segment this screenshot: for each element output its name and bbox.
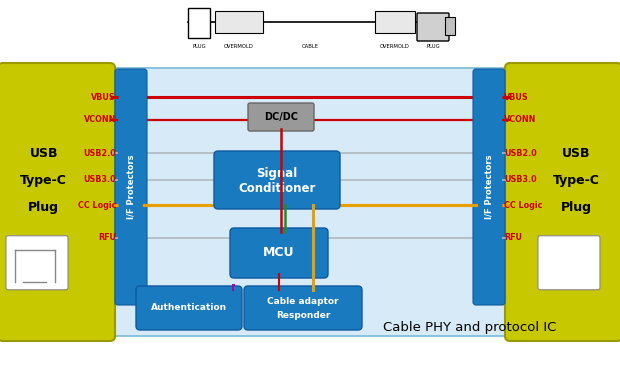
Text: CC Logic: CC Logic: [78, 201, 116, 209]
Text: Plug: Plug: [28, 201, 59, 214]
Text: Cable PHY and protocol IC: Cable PHY and protocol IC: [383, 321, 557, 335]
Text: MCU: MCU: [264, 246, 294, 259]
Text: DC/DC: DC/DC: [264, 112, 298, 122]
FancyBboxPatch shape: [115, 69, 147, 305]
Text: USB3.0: USB3.0: [504, 176, 537, 184]
FancyBboxPatch shape: [473, 69, 505, 305]
Text: Plug: Plug: [561, 201, 592, 214]
FancyBboxPatch shape: [375, 11, 415, 33]
FancyBboxPatch shape: [230, 228, 328, 278]
Text: USB: USB: [562, 147, 591, 160]
Text: Authentication: Authentication: [151, 303, 227, 313]
Text: PLUG: PLUG: [192, 45, 206, 49]
Text: PLUG: PLUG: [426, 45, 440, 49]
FancyBboxPatch shape: [505, 63, 620, 341]
Text: Signal: Signal: [257, 168, 298, 180]
Text: USB: USB: [29, 147, 58, 160]
Text: Type-C: Type-C: [553, 174, 600, 187]
Text: RFU: RFU: [98, 234, 116, 243]
FancyBboxPatch shape: [215, 11, 263, 33]
FancyBboxPatch shape: [214, 151, 340, 209]
FancyBboxPatch shape: [445, 17, 455, 35]
Text: USB2.0: USB2.0: [504, 149, 537, 157]
Text: VCONN: VCONN: [504, 116, 536, 124]
FancyBboxPatch shape: [136, 286, 242, 330]
Text: USB3.0: USB3.0: [83, 176, 116, 184]
Text: OVERMOLD: OVERMOLD: [224, 45, 254, 49]
Text: RFU: RFU: [504, 234, 522, 243]
Text: VCONN: VCONN: [84, 116, 116, 124]
Text: Conditioner: Conditioner: [238, 182, 316, 194]
FancyBboxPatch shape: [244, 286, 362, 330]
Text: Cable adaptor: Cable adaptor: [267, 296, 339, 306]
Text: VBUS: VBUS: [504, 93, 529, 101]
FancyBboxPatch shape: [6, 236, 68, 290]
Text: Type-C: Type-C: [20, 174, 67, 187]
FancyBboxPatch shape: [0, 63, 115, 341]
FancyBboxPatch shape: [538, 236, 600, 290]
FancyBboxPatch shape: [188, 8, 210, 38]
FancyBboxPatch shape: [248, 103, 314, 131]
Text: I/F Protectors: I/F Protectors: [126, 155, 136, 219]
Text: USB2.0: USB2.0: [83, 149, 116, 157]
Text: I/F Protectors: I/F Protectors: [484, 155, 494, 219]
FancyBboxPatch shape: [115, 68, 505, 336]
Text: CC Logic: CC Logic: [504, 201, 542, 209]
Text: OVERMOLD: OVERMOLD: [380, 45, 410, 49]
Text: CABLE: CABLE: [301, 45, 319, 49]
Text: Responder: Responder: [276, 310, 330, 320]
Text: VBUS: VBUS: [91, 93, 116, 101]
FancyBboxPatch shape: [417, 13, 449, 41]
